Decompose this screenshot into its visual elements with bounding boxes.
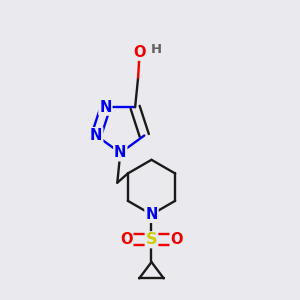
Text: N: N — [90, 128, 102, 143]
Text: O: O — [133, 45, 146, 60]
Text: N: N — [99, 100, 112, 115]
Text: O: O — [120, 232, 133, 247]
Text: O: O — [170, 232, 183, 247]
Text: N: N — [145, 207, 158, 222]
Text: H: H — [150, 43, 161, 56]
Text: N: N — [114, 146, 127, 160]
Text: S: S — [146, 232, 157, 247]
